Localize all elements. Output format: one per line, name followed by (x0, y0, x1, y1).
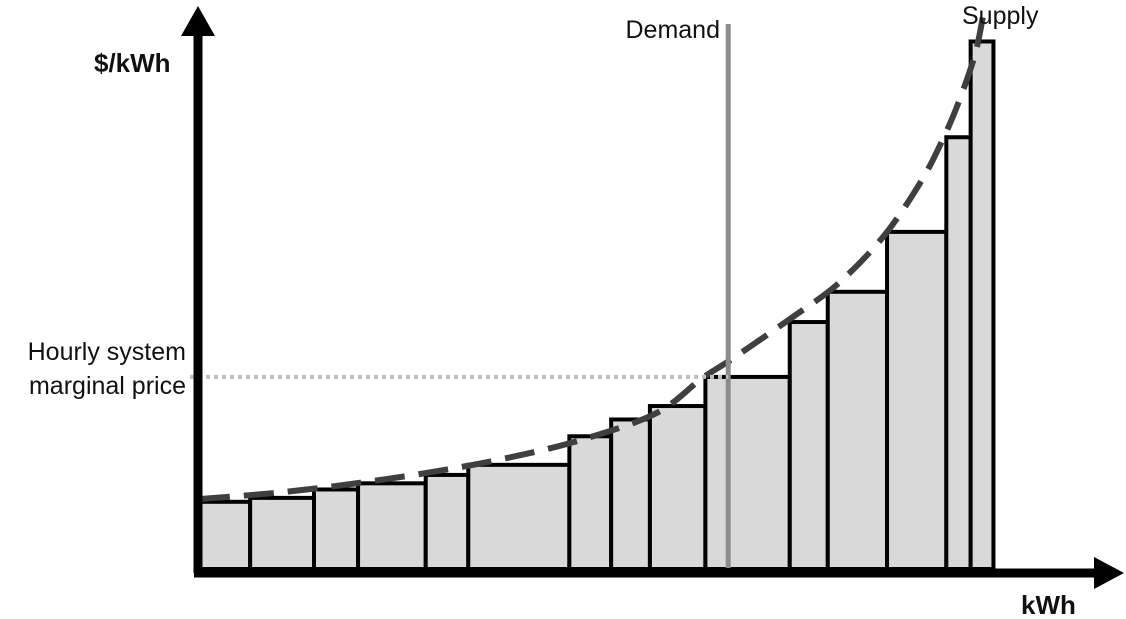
demand-label: Demand (626, 16, 721, 44)
x-axis-arrowhead (1094, 557, 1124, 589)
supply-bar-2 (248, 495, 317, 572)
marginal-price-label-line2: marginal price (29, 372, 186, 400)
supply-bar-4 (356, 481, 428, 572)
bars-layer (198, 39, 996, 572)
supply-bar-13 (885, 229, 949, 571)
supply-bar-11 (787, 320, 830, 572)
supply-bar-10 (703, 374, 792, 572)
y-axis-arrowhead (181, 6, 215, 36)
supply-bar-12 (825, 289, 890, 571)
x-axis-label: kWh (1021, 590, 1076, 619)
supply-bar-1 (198, 499, 253, 571)
supply-bar-5 (423, 472, 471, 572)
supply-bar-6 (466, 462, 572, 571)
supply-bar-14 (944, 135, 973, 572)
y-axis-label: $/kWh (94, 48, 171, 78)
marginal-price-label-line1: Hourly system (28, 338, 186, 366)
supply-bar-15 (968, 39, 996, 572)
supply-bar-8 (609, 417, 652, 572)
supply-label: Supply (962, 2, 1039, 30)
supply-bar-7 (567, 434, 614, 571)
supply-bar-9 (647, 404, 708, 572)
supply-bar-3 (312, 487, 361, 572)
